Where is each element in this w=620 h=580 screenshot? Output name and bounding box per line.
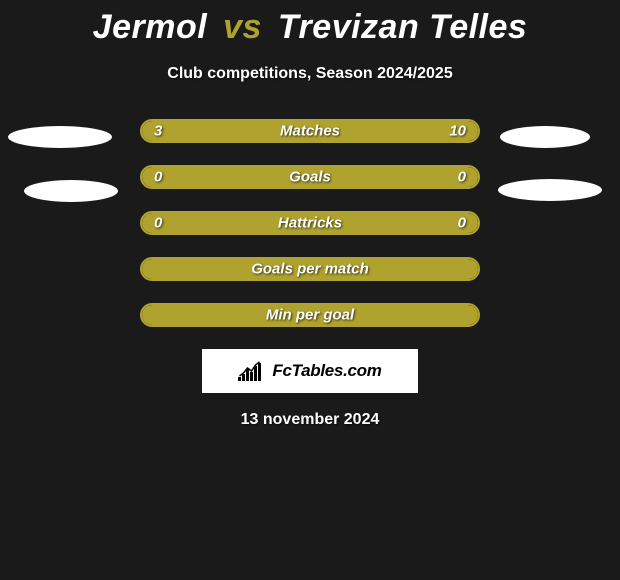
- stat-value-right: 0: [458, 169, 466, 186]
- stat-rows: 3 Matches 10 0 Goals 0 0 Hattricks 0 Goa…: [140, 119, 480, 327]
- player1-name: Jermol: [93, 8, 208, 46]
- avatar-ellipse: [500, 126, 590, 148]
- stat-label: Goals per match: [251, 261, 369, 278]
- logo-text: FcTables.com: [272, 361, 381, 381]
- stat-row-goals-per-match: Goals per match: [140, 257, 480, 281]
- vs-separator: vs: [223, 8, 262, 46]
- stat-fill-right: [310, 167, 478, 187]
- stat-value-right: 10: [449, 123, 466, 140]
- stat-row-hattricks: 0 Hattricks 0: [140, 211, 480, 235]
- stat-label: Hattricks: [278, 215, 342, 232]
- avatar-ellipse: [24, 180, 118, 202]
- stat-fill-left: [142, 167, 310, 187]
- avatar-ellipse: [8, 126, 112, 148]
- stat-row-goals: 0 Goals 0: [140, 165, 480, 189]
- logo-inner: FcTables.com: [238, 361, 381, 381]
- footer-date: 13 november 2024: [0, 411, 620, 429]
- stat-label: Min per goal: [266, 307, 354, 324]
- stat-label: Goals: [289, 169, 331, 186]
- player2-name: Trevizan Telles: [278, 8, 527, 46]
- stat-label: Matches: [280, 123, 340, 140]
- logo-box: FcTables.com: [202, 349, 418, 393]
- stat-value-left: 0: [154, 169, 162, 186]
- stat-row-min-per-goal: Min per goal: [140, 303, 480, 327]
- stat-value-right: 0: [458, 215, 466, 232]
- stat-row-matches: 3 Matches 10: [140, 119, 480, 143]
- stat-value-left: 3: [154, 123, 162, 140]
- page-title: Jermol vs Trevizan Telles: [0, 0, 620, 47]
- bar-chart-icon: [238, 361, 266, 381]
- avatar-ellipse: [498, 179, 602, 201]
- subtitle: Club competitions, Season 2024/2025: [0, 65, 620, 83]
- stat-fill-right: [219, 121, 478, 141]
- stat-value-left: 0: [154, 215, 162, 232]
